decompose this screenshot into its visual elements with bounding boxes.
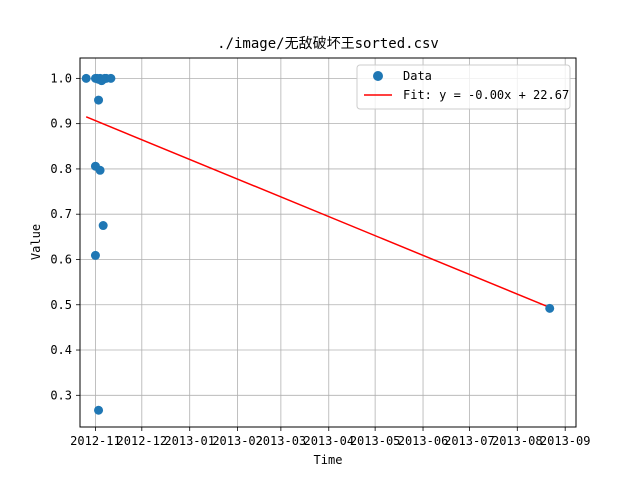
data-point: [90, 250, 100, 260]
x-tick-label: 2013-06: [398, 434, 449, 448]
data-point: [106, 73, 116, 83]
data-point: [98, 221, 108, 231]
data-point: [94, 95, 104, 105]
y-tick-label: 0.9: [50, 117, 72, 131]
x-tick-label: 2013-03: [256, 434, 307, 448]
y-tick-label: 0.5: [50, 298, 72, 312]
data-point: [94, 405, 104, 415]
y-tick-label: 0.7: [50, 207, 72, 221]
data-point: [545, 303, 555, 313]
y-axis-label: Value: [29, 224, 43, 260]
fit-line-series: [85, 116, 551, 309]
data-point: [81, 73, 91, 83]
y-tick-label: 0.6: [50, 252, 72, 266]
data-point: [95, 165, 105, 175]
fit-line: [85, 116, 551, 309]
legend-data-marker: [373, 71, 383, 81]
y-tick-label: 1.0: [50, 71, 72, 85]
legend-data-label: Data: [403, 69, 432, 83]
plot-frame: [79, 57, 577, 428]
x-tick-label: 2013-05: [350, 434, 401, 448]
grid: [80, 58, 576, 427]
x-tick-label: 2013-02: [212, 434, 263, 448]
legend-fit-label: Fit: y = -0.00x + 22.67: [403, 88, 569, 102]
y-axis-ticks: 0.3 0.4 0.5 0.6 0.7 0.8 0.9 1.0: [50, 71, 80, 402]
x-tick-label: 2012-12: [117, 434, 168, 448]
x-tick-label: 2012-11: [70, 434, 121, 448]
x-tick-label: 2013-08: [492, 434, 543, 448]
x-tick-label: 2013-09: [540, 434, 591, 448]
x-tick-label: 2013-01: [164, 434, 215, 448]
y-tick-label: 0.8: [50, 162, 72, 176]
y-tick-label: 0.3: [50, 388, 72, 402]
x-tick-label: 2013-04: [303, 434, 354, 448]
legend-box: [356, 64, 571, 110]
legend: Data Fit: y = -0.00x + 22.67: [356, 64, 571, 110]
x-tick-label: 2013-07: [444, 434, 495, 448]
chart-title: ./image/无敌破坏王sorted.csv: [217, 36, 439, 52]
x-axis-label: Time: [314, 453, 343, 467]
y-tick-label: 0.4: [50, 343, 72, 357]
x-axis-ticks: 2012-112012-122013-012013-022013-032013-…: [70, 427, 590, 448]
data-scatter-series: [81, 73, 555, 415]
